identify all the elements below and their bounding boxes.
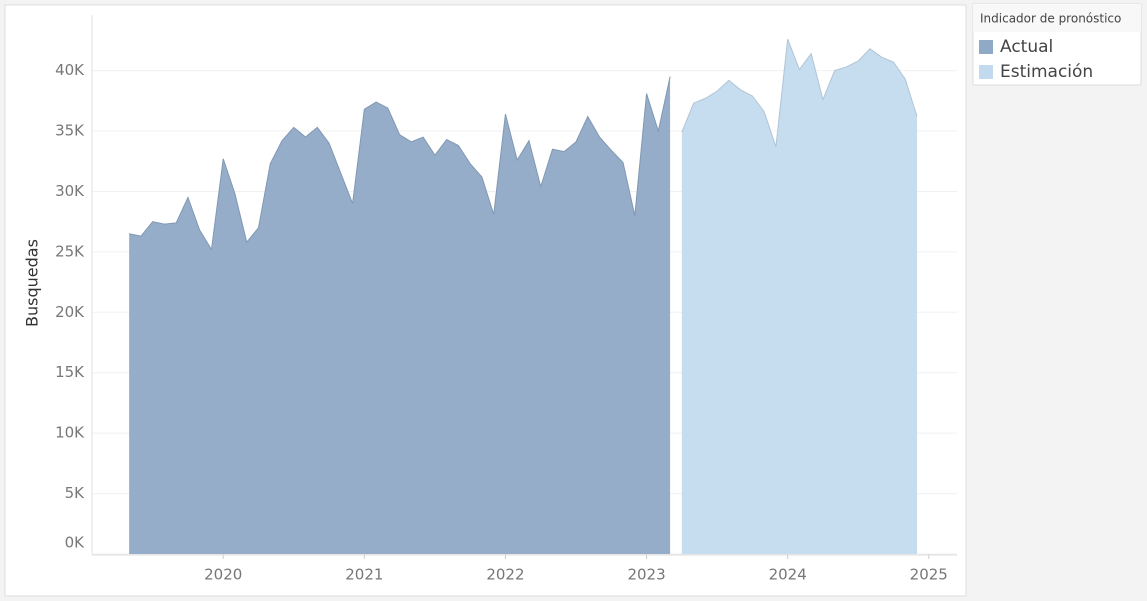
y-tick-label: 30K	[55, 182, 85, 200]
legend-title: Indicador de pronóstico	[980, 12, 1121, 26]
x-tick-label: 2025	[910, 566, 948, 584]
y-tick-label: 35K	[55, 122, 85, 140]
y-tick-label: 5K	[65, 484, 86, 502]
area-line	[129, 76, 671, 251]
x-tick-label: 2024	[769, 566, 807, 584]
legend-header	[973, 4, 1141, 32]
y-tick-label: 20K	[55, 303, 85, 321]
y-tick-label: 40K	[55, 61, 85, 79]
legend-swatch	[979, 65, 993, 79]
x-tick-label: 2022	[486, 566, 524, 584]
y-axis-title: Busquedas	[23, 239, 42, 327]
x-tick-label: 2020	[204, 566, 242, 584]
y-tick-label: 10K	[55, 424, 85, 442]
x-tick-label: 2023	[627, 566, 665, 584]
y-tick-label: 25K	[55, 242, 85, 260]
x-tick-label: 2021	[345, 566, 383, 584]
y-tick-label: 0K	[65, 534, 86, 552]
area-line	[681, 38, 918, 147]
y-tick-label: 15K	[55, 363, 85, 381]
legend-label: Actual	[1000, 37, 1053, 57]
area	[681, 39, 918, 554]
legend-swatch	[979, 40, 993, 54]
legend-label: Estimación	[1000, 62, 1093, 82]
